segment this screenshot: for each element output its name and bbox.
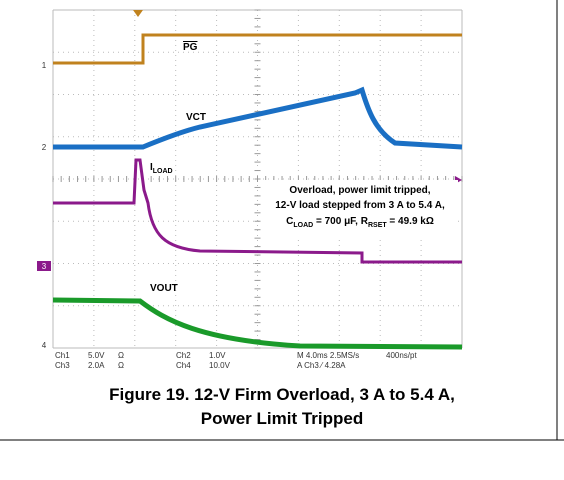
label-iload: ILOAD <box>150 162 173 175</box>
readout: Ω <box>118 351 124 360</box>
figure-caption: Figure 19. 12-V Firm Overload, 3 A to 5.… <box>109 385 455 404</box>
readout: Ch2 <box>176 351 191 360</box>
readout: A Ch3 ⁄ 4.28A <box>297 361 346 370</box>
readout: 5.0V <box>88 351 105 360</box>
readout: Ω <box>118 361 124 370</box>
label-iload-main: I <box>150 162 153 173</box>
readout: 400ns/pt <box>386 351 417 360</box>
annotation-line: Overload, power limit tripped, <box>289 185 430 196</box>
annotation-part: = 700 μF, R <box>313 216 369 227</box>
channel-marker: 4 <box>42 341 47 350</box>
label-vct: VCT <box>186 112 206 123</box>
label-iload-sub: LOAD <box>153 168 173 175</box>
annotation-sub: RSET <box>368 222 387 229</box>
label-vout: VOUT <box>150 283 178 294</box>
trace-vout <box>52 297 463 350</box>
channel-marker-box <box>37 261 51 271</box>
readout: Ch1 <box>55 351 70 360</box>
trace-pg <box>53 33 462 65</box>
channel-marker: 2 <box>42 143 47 152</box>
readout: Ch3 <box>55 361 70 370</box>
readout: 1.0V <box>209 351 226 360</box>
channel-marker: 1 <box>42 61 47 70</box>
scope-grid <box>52 9 463 349</box>
trace-vct <box>53 86 463 150</box>
annotation-bg <box>262 180 458 236</box>
channel-marker: 3 <box>42 262 47 271</box>
trace-iload <box>53 158 462 264</box>
readout: 10.0V <box>209 361 231 370</box>
readout: Ch4 <box>176 361 191 370</box>
annotation-sub: LOAD <box>293 222 313 229</box>
trigger-marker <box>133 10 143 17</box>
readout: 2.0A <box>88 361 105 370</box>
annotation-part: = 49.9 kΩ <box>387 216 434 227</box>
annotation-part: C <box>286 216 293 227</box>
readout: M 4.0ms 2.5MS/s <box>297 351 359 360</box>
annotation-line: 12-V load stepped from 3 A to 5.4 A, <box>275 200 445 211</box>
label-pg: PG <box>183 42 198 53</box>
annotation-line: CLOAD = 700 μF, RRSET = 49.9 kΩ <box>286 216 434 229</box>
figure-caption: Power Limit Tripped <box>201 409 363 428</box>
